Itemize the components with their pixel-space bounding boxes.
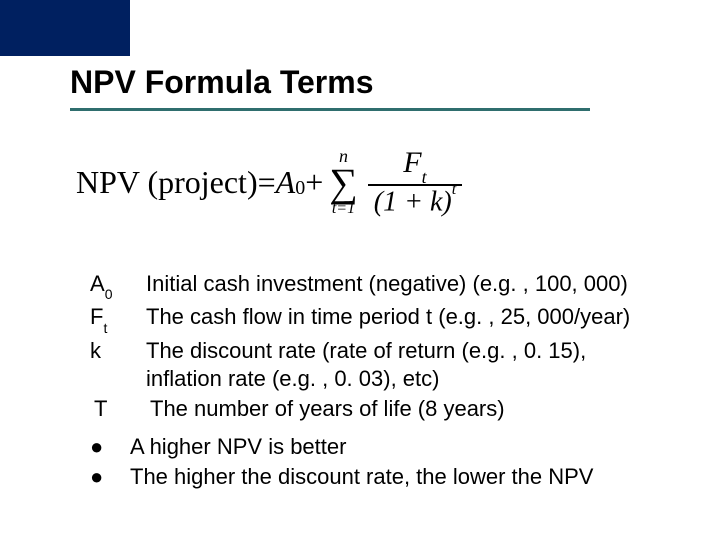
fraction-numerator: Ft [397,146,432,184]
title-underline [70,108,590,111]
def-sym-main: T [94,396,107,421]
def-sym-main: A [90,271,105,296]
frac-num-main: F [403,146,421,179]
frac-den-sup: t [452,181,456,198]
slide: NPV Formula Terms NPV (project) = A0 + n… [0,0,720,540]
frac-den-k: k [430,186,442,217]
bullet-dot-icon: ● [84,462,130,492]
bullet-dot-icon: ● [84,432,130,462]
def-sym-main: F [90,304,103,329]
bullet-item: ● A higher NPV is better [84,432,644,462]
definition-desc: Initial cash investment (negative) (e.g.… [146,270,650,298]
formula-A-sub: 0 [295,177,305,200]
definition-desc: The number of years of life (8 years) [150,395,650,423]
fraction: Ft (1 + k)t [368,146,462,218]
definition-symbol: k [90,337,146,368]
formula-A: A [276,164,296,201]
definition-symbol: T [90,395,150,426]
definition-symbol: A0 [90,270,146,301]
frac-den-open: (1 + [374,186,430,217]
npv-formula: NPV (project) = A0 + n ∑ t=1 Ft (1 + k)t [76,146,462,218]
formula-plus: + [305,164,323,201]
definition-row: A0 Initial cash investment (negative) (e… [90,270,650,301]
definition-row: T The number of years of life (8 years) [90,395,650,426]
definition-desc: The cash flow in time period t (e.g. , 2… [146,303,650,331]
formula-eq: = [258,164,276,201]
bullet-text: A higher NPV is better [130,432,644,462]
definition-desc: The discount rate (rate of return (e.g. … [146,337,650,393]
definition-row: Ft The cash flow in time period t (e.g. … [90,303,650,334]
page-title: NPV Formula Terms [70,64,373,101]
bullet-item: ● The higher the discount rate, the lowe… [84,462,644,492]
frac-num-sub: t [422,167,427,187]
definition-row: k The discount rate (rate of return (e.g… [90,337,650,393]
definitions-list: A0 Initial cash investment (negative) (e… [90,270,650,428]
sigma-block: n ∑ t=1 [329,147,358,217]
sigma-bottom: t=1 [332,201,355,217]
frac-den-close: ) [442,186,451,217]
def-sym-main: k [90,338,101,363]
bullet-text: The higher the discount rate, the lower … [130,462,644,492]
corner-block [0,0,130,56]
def-sym-sub: 0 [105,286,113,302]
def-sym-sub: t [103,320,107,336]
sigma-symbol: ∑ [329,163,358,203]
fraction-denominator: (1 + k)t [368,186,462,218]
formula-lhs: NPV (project) [76,164,258,201]
definition-symbol: Ft [90,303,146,334]
bullet-list: ● A higher NPV is better ● The higher th… [84,432,644,491]
